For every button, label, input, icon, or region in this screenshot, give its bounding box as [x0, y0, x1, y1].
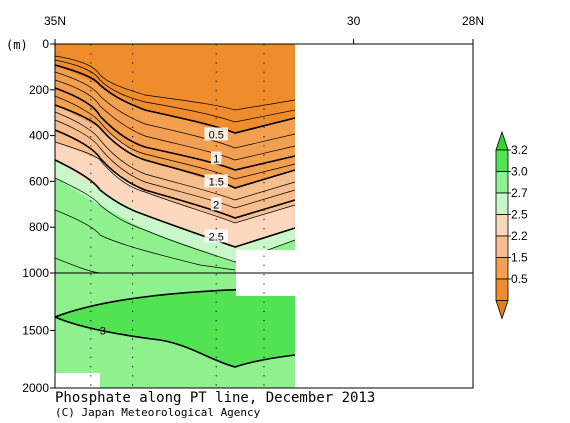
contour-thin	[55, 55, 296, 111]
colorbar-label: 3.0	[511, 165, 528, 179]
x-tick-label: 35N	[44, 14, 66, 28]
colorbar: 3.2 3.0 2.7 2.5 2.2 1.5 0.5	[495, 130, 528, 320]
colorbar-top-arrow	[495, 130, 509, 151]
y-tick-label: 2000	[22, 381, 49, 395]
colorbar-label: 1.5	[511, 251, 528, 265]
x-axis: 35N 30 28N	[44, 14, 484, 44]
colorbar-segment	[495, 257, 509, 280]
colorbar-label: 3.2	[511, 143, 528, 157]
lower-missing-box	[236, 273, 296, 296]
contour-label-bg	[210, 197, 222, 211]
y-axis: 0 200 400 600 800 1000 1500 2000	[22, 37, 55, 395]
contour-thin	[55, 79, 296, 161]
lower-left-missing-box	[55, 373, 100, 388]
y-tick-label: 800	[29, 220, 49, 234]
colorbar-segment	[495, 171, 509, 194]
contour-label-bg	[204, 229, 228, 243]
contour-thin	[55, 111, 296, 201]
fill-0.5	[55, 44, 295, 133]
credit-text: (C) Japan Meteorological Agency	[55, 406, 261, 419]
colorbar-segment	[495, 214, 509, 237]
colorbar-segment	[495, 235, 509, 258]
colorbar-segment	[495, 192, 509, 215]
colorbar-segment	[495, 149, 509, 172]
y-tick-label: 400	[29, 129, 49, 143]
y-tick-label: 0	[42, 37, 49, 51]
contour-label-bg	[204, 127, 228, 141]
contour-2	[55, 129, 296, 219]
contour-label: 3	[100, 326, 106, 338]
chart-title: Phosphate along PT line, December 2013	[55, 390, 375, 406]
contour-thin	[55, 59, 296, 123]
contour-thin	[55, 119, 296, 209]
contour-1	[55, 87, 296, 171]
contour-label: 2	[213, 199, 219, 211]
colorbar-label: 2.5	[511, 208, 528, 222]
colorbar-label: 2.2	[511, 229, 528, 243]
contour-label: 1	[213, 154, 219, 166]
x-tick-label: 28N	[462, 14, 484, 28]
contour-thin	[55, 95, 296, 180]
y-tick-label: 1000	[22, 266, 49, 280]
contour-lower-3-bottom	[55, 316, 296, 368]
y-tick-label: 600	[29, 174, 49, 188]
colorbar-label: 2.7	[511, 186, 528, 200]
contour-label-bg	[210, 151, 222, 165]
y-unit-label: (m)	[6, 38, 28, 52]
plot-frame	[54, 43, 474, 389]
contour-thin	[55, 141, 296, 224]
y-tick-label: 200	[29, 83, 49, 97]
contour-thin	[55, 177, 296, 263]
fill-lower-3	[55, 288, 295, 367]
x-tick-label: 30	[347, 14, 361, 28]
colorbar-bottom-arrow	[495, 300, 509, 320]
contour-0.5	[55, 64, 296, 134]
lower-panel-fill	[55, 273, 296, 388]
colorbar-label: 0.5	[511, 272, 528, 286]
upper-panel-fill	[55, 44, 295, 273]
contour-label: 2.5	[209, 231, 224, 243]
contour-label-bg	[204, 174, 228, 188]
colorbar-segment	[495, 278, 509, 301]
contour-label: 1.5	[209, 176, 224, 188]
contour-label: 0.5	[209, 129, 224, 141]
contour-labels: 0.5 1 1.5 2 2.5 3	[100, 127, 228, 338]
y-tick-label: 1500	[22, 324, 49, 338]
upper-missing-box	[236, 250, 296, 273]
contour-thin	[55, 209, 236, 271]
